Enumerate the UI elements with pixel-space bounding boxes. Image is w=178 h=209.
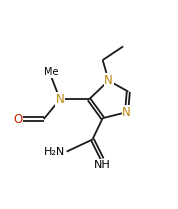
Text: N: N (56, 93, 64, 106)
Text: Me: Me (44, 67, 59, 77)
Text: NH: NH (94, 160, 111, 170)
Text: N: N (122, 106, 131, 119)
Text: O: O (14, 112, 23, 126)
Text: H₂N: H₂N (44, 147, 65, 157)
Text: N: N (104, 74, 113, 87)
